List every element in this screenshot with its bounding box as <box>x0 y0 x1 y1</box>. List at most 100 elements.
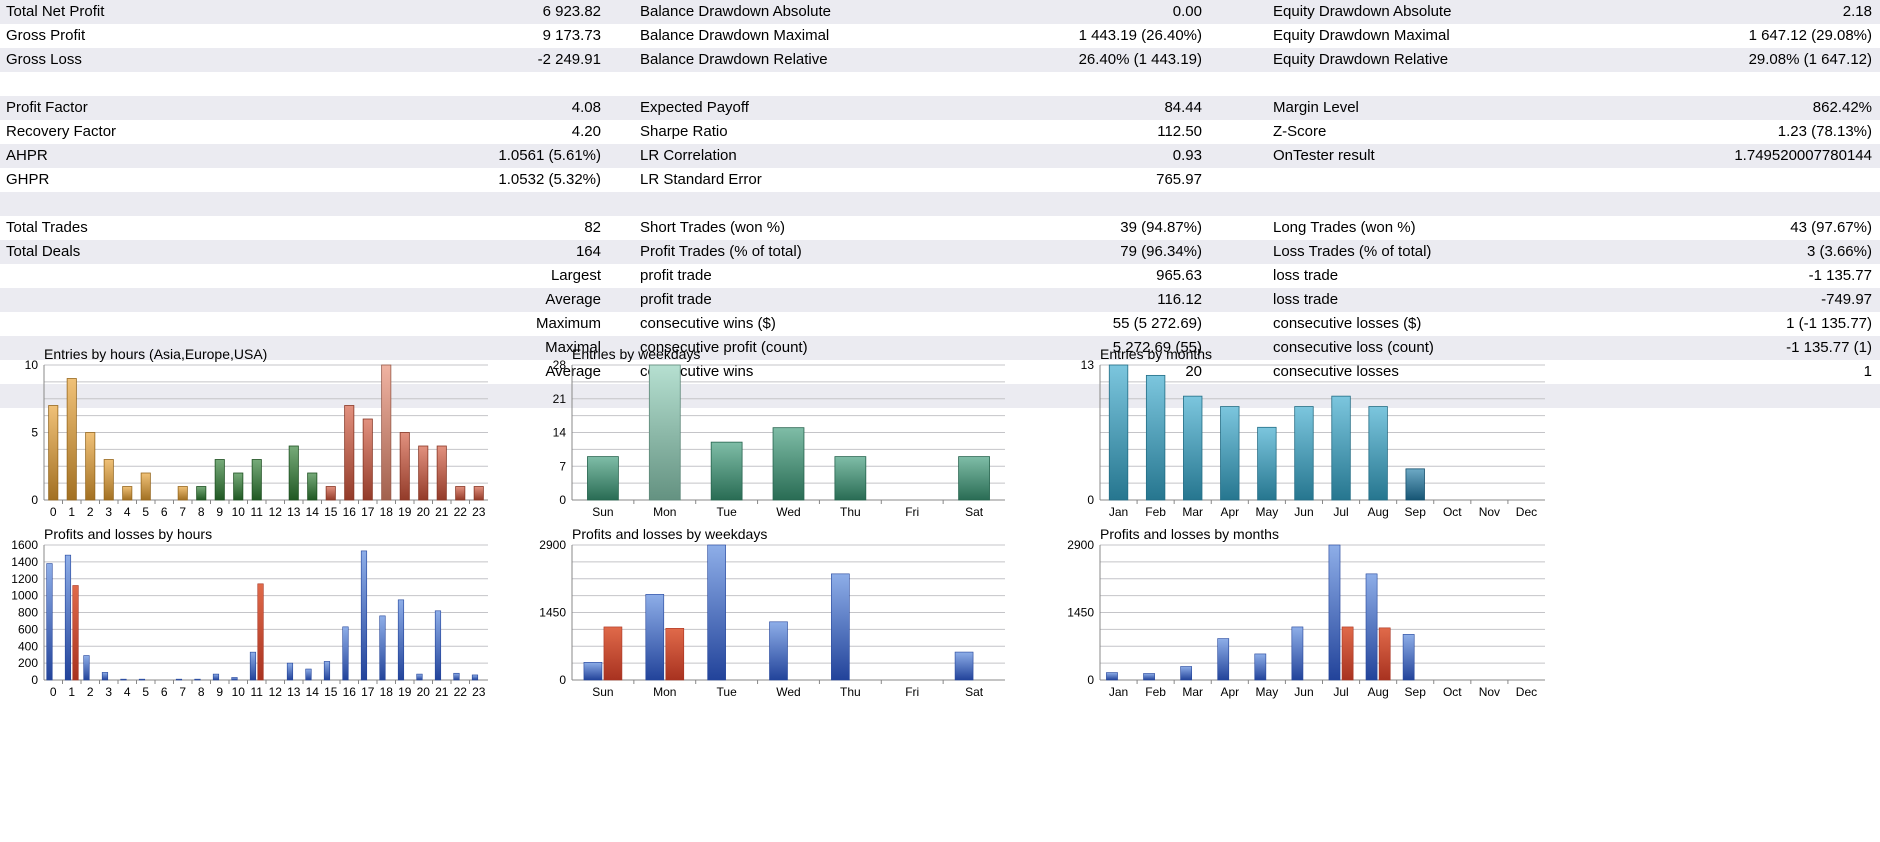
stat-label-col2: consecutive wins ($) <box>640 315 776 332</box>
stats-row: Recovery Factor 4.20 Sharpe Ratio 112.50 Z-S… <box>0 120 1880 144</box>
profit-bar <box>1217 638 1230 681</box>
x-tick-label: 23 <box>472 685 486 699</box>
bar <box>1145 374 1166 501</box>
y-tick-label: 400 <box>18 639 38 653</box>
stat-label-col3: Margin Level <box>1273 99 1359 116</box>
x-tick-label: 0 <box>50 685 57 699</box>
x-tick-label: 14 <box>306 685 320 699</box>
x-tick-label: 19 <box>398 685 412 699</box>
bar <box>418 445 429 501</box>
stat-label-col3: Long Trades (won %) <box>1273 219 1416 236</box>
x-tick-label: 9 <box>216 685 223 699</box>
x-tick-label: 18 <box>380 505 394 519</box>
profit-bar <box>1180 666 1193 681</box>
y-tick-label: 10 <box>25 358 39 372</box>
profit-bar <box>175 678 183 681</box>
x-tick-label: 2 <box>87 685 94 699</box>
bar <box>958 456 990 501</box>
bar <box>399 432 410 501</box>
bar <box>48 405 59 501</box>
stat-value-col1: 164 <box>575 243 601 260</box>
y-tick-label: 1000 <box>11 589 38 603</box>
stat-value-col1: 1.0561 (5.61%) <box>498 147 601 164</box>
x-tick-label: Oct <box>1443 505 1462 519</box>
x-tick-label: Nov <box>1479 505 1500 519</box>
x-tick-label: 12 <box>269 685 283 699</box>
stat-label-col1: Total Net Profit <box>6 3 105 20</box>
stat-value-col1: Maximal <box>545 339 601 356</box>
x-tick-label: 5 <box>142 505 149 519</box>
stat-value-col3: 1 <box>1863 363 1872 380</box>
x-tick-label: 1 <box>68 685 75 699</box>
statistics-table: Total Net Profit 6 923.82 Balance Drawdown… <box>0 0 1880 408</box>
stats-row: GHPR 1.0532 (5.32%) LR Standard Error 765.9… <box>0 168 1880 192</box>
profit-bar <box>1143 673 1155 681</box>
bar <box>85 432 96 501</box>
profit-bar <box>583 662 603 681</box>
stat-label-col2: profit trade <box>640 291 712 308</box>
x-tick-label: Dec <box>1516 685 1537 699</box>
chart-title: Profits and losses by hours <box>44 526 212 542</box>
bar <box>325 486 336 501</box>
chart-title: Profits and losses by months <box>1100 526 1279 542</box>
profit-bar <box>1328 544 1341 681</box>
y-tick-label: 0 <box>559 673 566 687</box>
y-tick-label: 28 <box>553 358 567 372</box>
x-tick-label: Sat <box>965 505 984 519</box>
bar <box>251 459 262 501</box>
x-tick-label: Mon <box>653 685 676 699</box>
stat-value-col3: 1.749520007780144 <box>1734 147 1872 164</box>
y-tick-label: 7 <box>559 459 566 473</box>
y-tick-label: 200 <box>18 656 38 670</box>
stat-value-col2: 1 443.19 (26.40%) <box>1078 27 1202 44</box>
x-tick-label: 23 <box>472 505 486 519</box>
bar <box>1331 395 1351 501</box>
profit-bar <box>1106 672 1118 681</box>
x-tick-label: 15 <box>324 685 338 699</box>
stat-label-col2: consecutive profit (count) <box>640 339 808 356</box>
stat-value-col2: 20 <box>1185 363 1202 380</box>
x-tick-label: Sep <box>1405 505 1427 519</box>
profit-bar <box>46 563 53 681</box>
x-tick-label: 21 <box>435 685 449 699</box>
stat-label-col2: Profit Trades (% of total) <box>640 243 802 260</box>
stat-value-col2: 965.63 <box>1156 267 1202 284</box>
bar <box>436 445 447 501</box>
stat-label-col2: Short Trades (won %) <box>640 219 786 236</box>
y-tick-label: 21 <box>553 392 567 406</box>
stat-value-col3: 1 647.12 (29.08%) <box>1748 27 1872 44</box>
x-tick-label: Fri <box>905 505 919 519</box>
profit-bar <box>434 610 442 681</box>
x-tick-label: 3 <box>105 505 112 519</box>
stat-label-col1: GHPR <box>6 171 50 188</box>
x-tick-label: Jan <box>1109 685 1128 699</box>
stat-label-col2: Balance Drawdown Maximal <box>640 27 830 44</box>
y-tick-label: 800 <box>18 606 38 620</box>
stats-row: Gross Loss -2 249.91 Balance Drawdown Rela… <box>0 48 1880 72</box>
chart-3: Entries by months 0 13 Jan Feb Mar Apr May Jun Ju… <box>1081 346 1545 519</box>
stat-value-col2: 0.00 <box>1172 3 1202 20</box>
bar <box>1294 406 1314 501</box>
x-tick-label: May <box>1256 685 1279 699</box>
stats-row: Maximal consecutive profit (count) 5 272.6… <box>0 336 1880 360</box>
stat-label-col2: Balance Drawdown Absolute <box>640 3 831 20</box>
stats-row: Gross Profit 9 173.73 Balance Drawdown Max… <box>0 24 1880 48</box>
stat-label-col1: Gross Loss <box>6 51 82 68</box>
bar <box>288 445 299 501</box>
y-tick-label: 0 <box>31 493 38 507</box>
stat-value-col1: 1.0532 (5.32%) <box>498 171 601 188</box>
y-tick-label: 1450 <box>539 606 566 620</box>
x-tick-label: 20 <box>417 685 431 699</box>
profit-bar <box>194 678 201 681</box>
bar <box>473 486 484 501</box>
bar <box>66 378 77 501</box>
chart-title: Entries by hours (Asia,Europe,USA) <box>44 346 267 362</box>
x-tick-label: 16 <box>343 505 357 519</box>
chart-5: Profits and losses by weekdays 0 1450 2900 S… <box>539 526 1005 699</box>
stat-label-col2: profit trade <box>640 267 712 284</box>
bar <box>587 456 619 501</box>
x-tick-label: 13 <box>287 685 301 699</box>
chart-4: Profits and losses by hours0200400600800… <box>11 526 488 699</box>
stat-value-col1: -2 249.91 <box>537 51 601 68</box>
x-tick-label: 5 <box>142 685 149 699</box>
